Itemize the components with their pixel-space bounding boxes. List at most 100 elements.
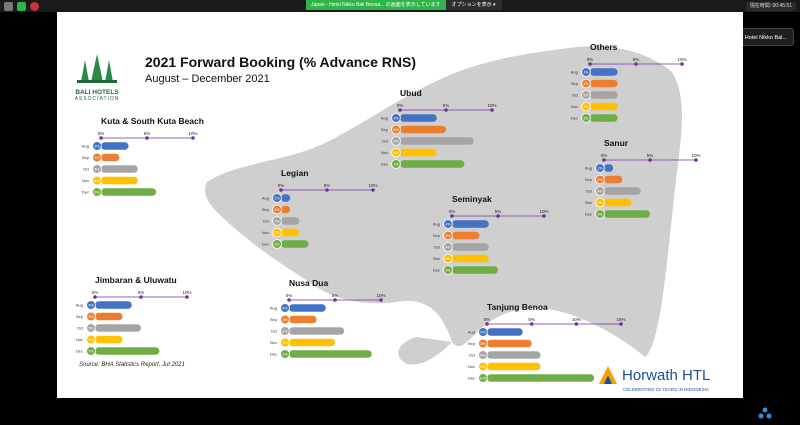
- kuta-south-kuta-beach-tick-label: 0%: [98, 131, 105, 136]
- sanur-month-label: Dec: [585, 212, 592, 217]
- jimbaran-uluwatu-tick-label: 10%: [182, 290, 191, 295]
- nusa-dua-bar: [289, 350, 372, 358]
- sanur-month-label: Sep: [585, 177, 593, 182]
- others-month-label: Sep: [571, 81, 579, 86]
- bali-map: [205, 46, 682, 365]
- legian-badge: [272, 193, 282, 203]
- ubud-badge-label: 5%: [393, 128, 399, 132]
- others-badge: [581, 67, 591, 77]
- seminyak-month-label: Sep: [433, 233, 441, 238]
- sanur-bar: [604, 198, 632, 207]
- ubud-month-label: Dec: [381, 162, 388, 167]
- ubud-bar: [400, 160, 465, 168]
- sanur-tick-dot: [648, 158, 652, 162]
- ubud-tick-dot: [490, 108, 494, 112]
- jimbaran-uluwatu-badge: [86, 346, 96, 356]
- meeting-top-bar: Japan - Hotel Nikko Bali Benoa... の画面を表示…: [0, 0, 800, 12]
- sanur-badge: [595, 174, 605, 185]
- seminyak-badge: [443, 230, 453, 241]
- ubud-month-label: Oct: [382, 139, 389, 144]
- tanjung-benoa-title: Tanjung Benoa: [487, 302, 548, 312]
- slide-title: 2021 Forward Booking (% Advance RNS): [145, 54, 416, 70]
- record-icon[interactable]: [30, 2, 39, 11]
- sanur-badge-label: 1%: [597, 166, 603, 170]
- ubud-bar: [400, 125, 446, 134]
- tanjung-benoa-tick-dot: [485, 322, 489, 326]
- sanur-bar: [604, 175, 623, 184]
- kuta-south-kuta-beach-tick-label: 5%: [144, 131, 151, 136]
- sanur-badge: [595, 209, 605, 219]
- kuta-south-kuta-beach-badge-label: 4%: [94, 167, 100, 171]
- others-month-label: Dec: [571, 116, 578, 121]
- seminyak-tick-label: 5%: [495, 209, 502, 214]
- nusa-dua-tick-label: 5%: [332, 293, 339, 298]
- legian-badge: [272, 239, 282, 249]
- tanjung-benoa-bar: [487, 328, 523, 336]
- horwath-logo: Horwath HTL CELEBRATING 23 YEARS IN INDO…: [597, 364, 710, 392]
- seminyak-badge: [443, 242, 453, 252]
- jimbaran-uluwatu-tick-dot: [93, 295, 97, 299]
- ubud-badge-label: 8%: [393, 139, 399, 143]
- tanjung-benoa-bar: [487, 339, 532, 348]
- nusa-dua-badge-label: 4%: [282, 306, 288, 310]
- nusa-dua-bar: [289, 327, 345, 335]
- tanjung-benoa-badge: [478, 350, 488, 360]
- tanjung-benoa-month-label: Nov: [468, 364, 475, 369]
- tanjung-benoa-tick-label: 5%: [528, 317, 535, 322]
- security-shield-icon[interactable]: [17, 2, 26, 11]
- others-tick-dot: [680, 62, 684, 66]
- seminyak-tick-dot: [542, 214, 546, 218]
- others-bar: [590, 68, 618, 76]
- share-banner: Japan - Hotel Nikko Bali Benoa... の画面を表示…: [306, 0, 502, 10]
- ubud-badge: [391, 124, 401, 135]
- others-bar: [590, 79, 618, 88]
- tanjung-benoa-month-label: Oct: [469, 353, 476, 358]
- others-tick-dot: [588, 62, 592, 66]
- ubud-badge: [391, 147, 401, 158]
- kuta-south-kuta-beach-month-label: Aug: [82, 144, 89, 149]
- nusa-dua-title: Nusa Dua: [289, 278, 328, 288]
- tanjung-benoa-month-label: Dec: [468, 376, 475, 381]
- jimbaran-uluwatu-month-label: Oct: [77, 326, 84, 331]
- legian-month-label: Dec: [262, 242, 269, 247]
- sanur-badge: [595, 163, 605, 173]
- bukit-peninsula-shape: [398, 337, 452, 365]
- tanjung-benoa-badge: [478, 327, 488, 337]
- kuta-south-kuta-beach-month-label: Dec: [82, 190, 89, 195]
- seminyak-month-label: Dec: [433, 268, 440, 273]
- jimbaran-uluwatu-badge-label: 7%: [88, 349, 94, 353]
- seminyak-tick-label: 10%: [539, 209, 548, 214]
- ubud-month-label: Sep: [381, 127, 389, 132]
- seminyak-bar: [452, 243, 489, 251]
- nusa-dua-tick-dot: [379, 298, 383, 302]
- jimbaran-uluwatu-badge: [86, 311, 96, 322]
- ubud-tick-dot: [444, 108, 448, 112]
- info-icon[interactable]: [4, 2, 13, 11]
- tanjung-benoa-badge-label: 6%: [480, 365, 486, 369]
- kuta-south-kuta-beach-badge-label: 6%: [94, 190, 100, 194]
- seminyak-bar: [452, 254, 489, 263]
- view-options-button[interactable]: オプションを表示 ▾: [445, 0, 502, 10]
- ubud-month-label: Nov: [381, 150, 388, 155]
- zoom-reaction-icon[interactable]: [758, 407, 772, 419]
- nusa-dua-bar: [289, 338, 335, 347]
- kuta-south-kuta-beach-badge-label: 3%: [94, 144, 100, 148]
- jimbaran-uluwatu-tick-label: 0%: [92, 290, 99, 295]
- nusa-dua-month-label: Aug: [270, 306, 277, 311]
- jimbaran-uluwatu-badge: [86, 334, 96, 345]
- meeting-timer: 現在時間: 00:45:51: [745, 2, 796, 11]
- nusa-dua-badge: [280, 337, 290, 348]
- sanur-month-label: Nov: [585, 200, 592, 205]
- jimbaran-uluwatu-badge-label: 5%: [88, 326, 94, 330]
- nusa-dua-month-label: Dec: [270, 352, 277, 357]
- kuta-south-kuta-beach-tick-dot: [145, 136, 149, 140]
- others-bar: [590, 102, 618, 111]
- kuta-south-kuta-beach-month-label: Oct: [83, 167, 90, 172]
- others-title: Others: [590, 42, 618, 52]
- seminyak-month-label: Nov: [433, 256, 440, 261]
- legian-bar: [281, 240, 309, 248]
- logo-line-2: ASSOCIATION: [74, 96, 120, 102]
- seminyak-badge: [443, 219, 453, 229]
- legian-tick-dot: [371, 188, 375, 192]
- tanjung-benoa-bar: [487, 374, 595, 382]
